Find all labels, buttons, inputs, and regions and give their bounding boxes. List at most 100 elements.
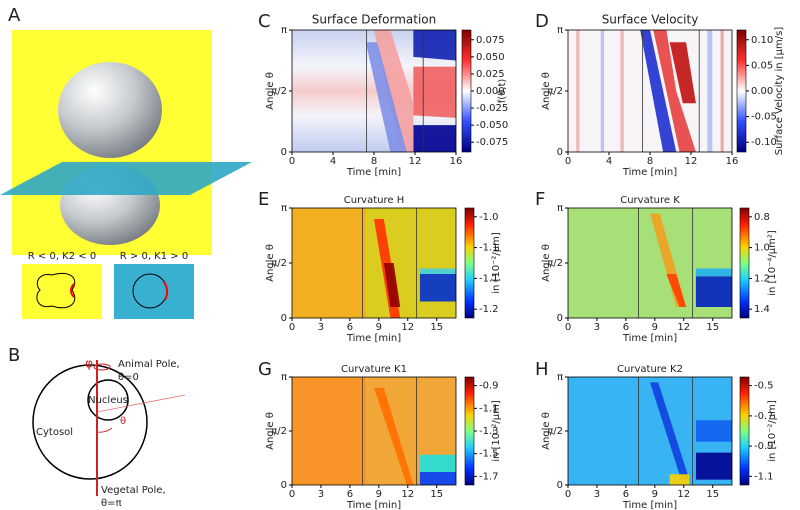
colorbar-tick-label: -0.05	[751, 112, 777, 123]
colorbar-tick-label: 0.05	[751, 60, 773, 71]
y-tick-label: π/2	[271, 426, 287, 437]
heatmap-region	[374, 387, 414, 485]
x-tick-label: 3	[594, 322, 600, 333]
heatmap	[292, 30, 456, 152]
colorbar-tick-label: 0.10	[751, 35, 773, 46]
x-tick-label: 12	[409, 156, 422, 167]
heatmap-region	[720, 30, 724, 152]
heatmap-region	[576, 30, 580, 152]
heatmap-region	[695, 420, 732, 442]
heatmap-region	[413, 66, 456, 118]
colorbar-tick-label: 0.050	[476, 52, 505, 63]
heatmap-region	[419, 472, 456, 485]
x-axis-label: Time [min]	[622, 167, 677, 178]
heatmap	[568, 208, 732, 318]
y-axis-label: Angle θ	[265, 244, 276, 282]
y-tick-label: 0	[281, 313, 287, 324]
colorbar-tick-label: -1.3	[479, 426, 499, 437]
x-tick-label: 15	[706, 489, 719, 500]
colorbar	[464, 376, 475, 486]
rotation	[93, 363, 111, 371]
colorbar-tick-label: 0.000	[476, 86, 505, 97]
y-tick-label: π	[281, 372, 287, 383]
inset-outline	[36, 273, 76, 309]
heatmap	[292, 208, 456, 318]
x-tick-label: 9	[376, 489, 382, 500]
colorbar-tick-label: -1.1	[479, 243, 499, 254]
colorbar-label: in [10⁻²/μm]	[491, 400, 502, 462]
y-axis-label: Angle θ	[541, 244, 552, 282]
y-tick-label: 0	[557, 480, 563, 491]
colorbar-tick-label: 1.2	[754, 273, 770, 284]
x-tick-label: 4	[606, 156, 612, 167]
heatmap-region	[413, 30, 456, 61]
x-tick-label: 9	[652, 322, 658, 333]
colorbar-tick-label: -1.0	[479, 212, 499, 223]
panel-title: Curvature K	[620, 195, 680, 206]
colorbar-tick-label: -1.1	[754, 471, 774, 482]
colorbar-tick-label: -0.9	[754, 441, 774, 452]
heatmap-region	[650, 382, 690, 480]
y-tick-label: 0	[557, 313, 563, 324]
x-axis-label: Time [min]	[346, 333, 401, 344]
heatmap-panel: F Curvature K 0 3 6 9 12 15 π π/2 0 Time [min] Angle…	[535, 189, 778, 344]
colorbar-tick-label: -0.075	[476, 137, 508, 148]
colorbar-tick-label: -0.7	[754, 411, 774, 422]
heatmap-region	[413, 125, 456, 152]
colorbar-tick-label: 1.0	[754, 243, 770, 254]
y-tick-label: π/2	[271, 86, 287, 97]
y-tick-label: π	[557, 372, 563, 383]
panel-label: E	[258, 189, 269, 210]
x-axis-label: Time [min]	[346, 167, 401, 178]
colorbar-tick-label: -0.9	[479, 381, 499, 392]
heatmap-panel: H Curvature K2 0 3 6 9 12 15 π π/2 0 Time [min] Angl…	[535, 359, 778, 510]
heatmap-region	[419, 454, 456, 473]
heatmap-region	[695, 268, 732, 277]
x-tick-label: 8	[647, 156, 653, 167]
colorbar-label: f(θ,t)	[497, 79, 508, 104]
plane-blue	[0, 162, 252, 195]
y-axis-label: Angle θ	[265, 72, 276, 110]
heatmap	[568, 30, 732, 152]
heatmap-region	[666, 274, 687, 307]
colorbar-tick-label: -1.1	[479, 273, 499, 284]
colorbar-tick-label: -0.025	[476, 103, 508, 114]
x-tick-label: 15	[430, 322, 443, 333]
x-tick-label: 12	[685, 156, 698, 167]
pole-label: Vegetal Pole,	[101, 485, 166, 496]
x-tick-label: 0	[565, 322, 571, 333]
pole-label: θ=0	[118, 372, 139, 383]
colorbar	[461, 29, 472, 153]
y-tick-label: π	[281, 25, 287, 36]
x-tick-label: 4	[330, 156, 336, 167]
y-axis-label: Angle θ	[265, 412, 276, 450]
y-axis-label: Angle θ	[541, 72, 552, 110]
colorbar-tick-label: -1.2	[479, 304, 499, 315]
x-tick-label: 3	[318, 489, 324, 500]
y-tick-label: 0	[281, 147, 287, 158]
panel-label: F	[535, 189, 545, 210]
x-tick-label: 9	[376, 322, 382, 333]
colorbar	[464, 207, 475, 319]
colorbar	[736, 29, 747, 153]
x-tick-label: 3	[594, 489, 600, 500]
x-tick-label: 3	[318, 322, 324, 333]
colorbar-tick-label: 1.4	[754, 304, 770, 315]
heatmap-panel: C Surface Deformation 0 4 8 12 16 π π/2 0 Time [mi…	[258, 11, 508, 178]
pole-label: θ=π	[101, 498, 122, 509]
heatmap-region	[640, 30, 677, 152]
panel-label: A	[8, 5, 21, 26]
angle-line	[96, 394, 186, 413]
y-tick-label: π	[557, 203, 563, 214]
x-tick-label: 0	[565, 489, 571, 500]
colorbar-tick-label: -1.1	[479, 403, 499, 414]
inset-label: R < 0, K2 < 0	[28, 251, 96, 262]
x-tick-label: 16	[450, 156, 463, 167]
panel-title: Curvature K1	[341, 364, 407, 375]
heatmap-panel: G Curvature K1 0 3 6 9 12 15 π π/2 0 Time [min] Angl…	[258, 359, 502, 510]
heatmap-region	[383, 263, 401, 307]
x-tick-label: 6	[623, 322, 629, 333]
heatmap-region	[707, 30, 713, 152]
inset-blue	[114, 264, 194, 319]
